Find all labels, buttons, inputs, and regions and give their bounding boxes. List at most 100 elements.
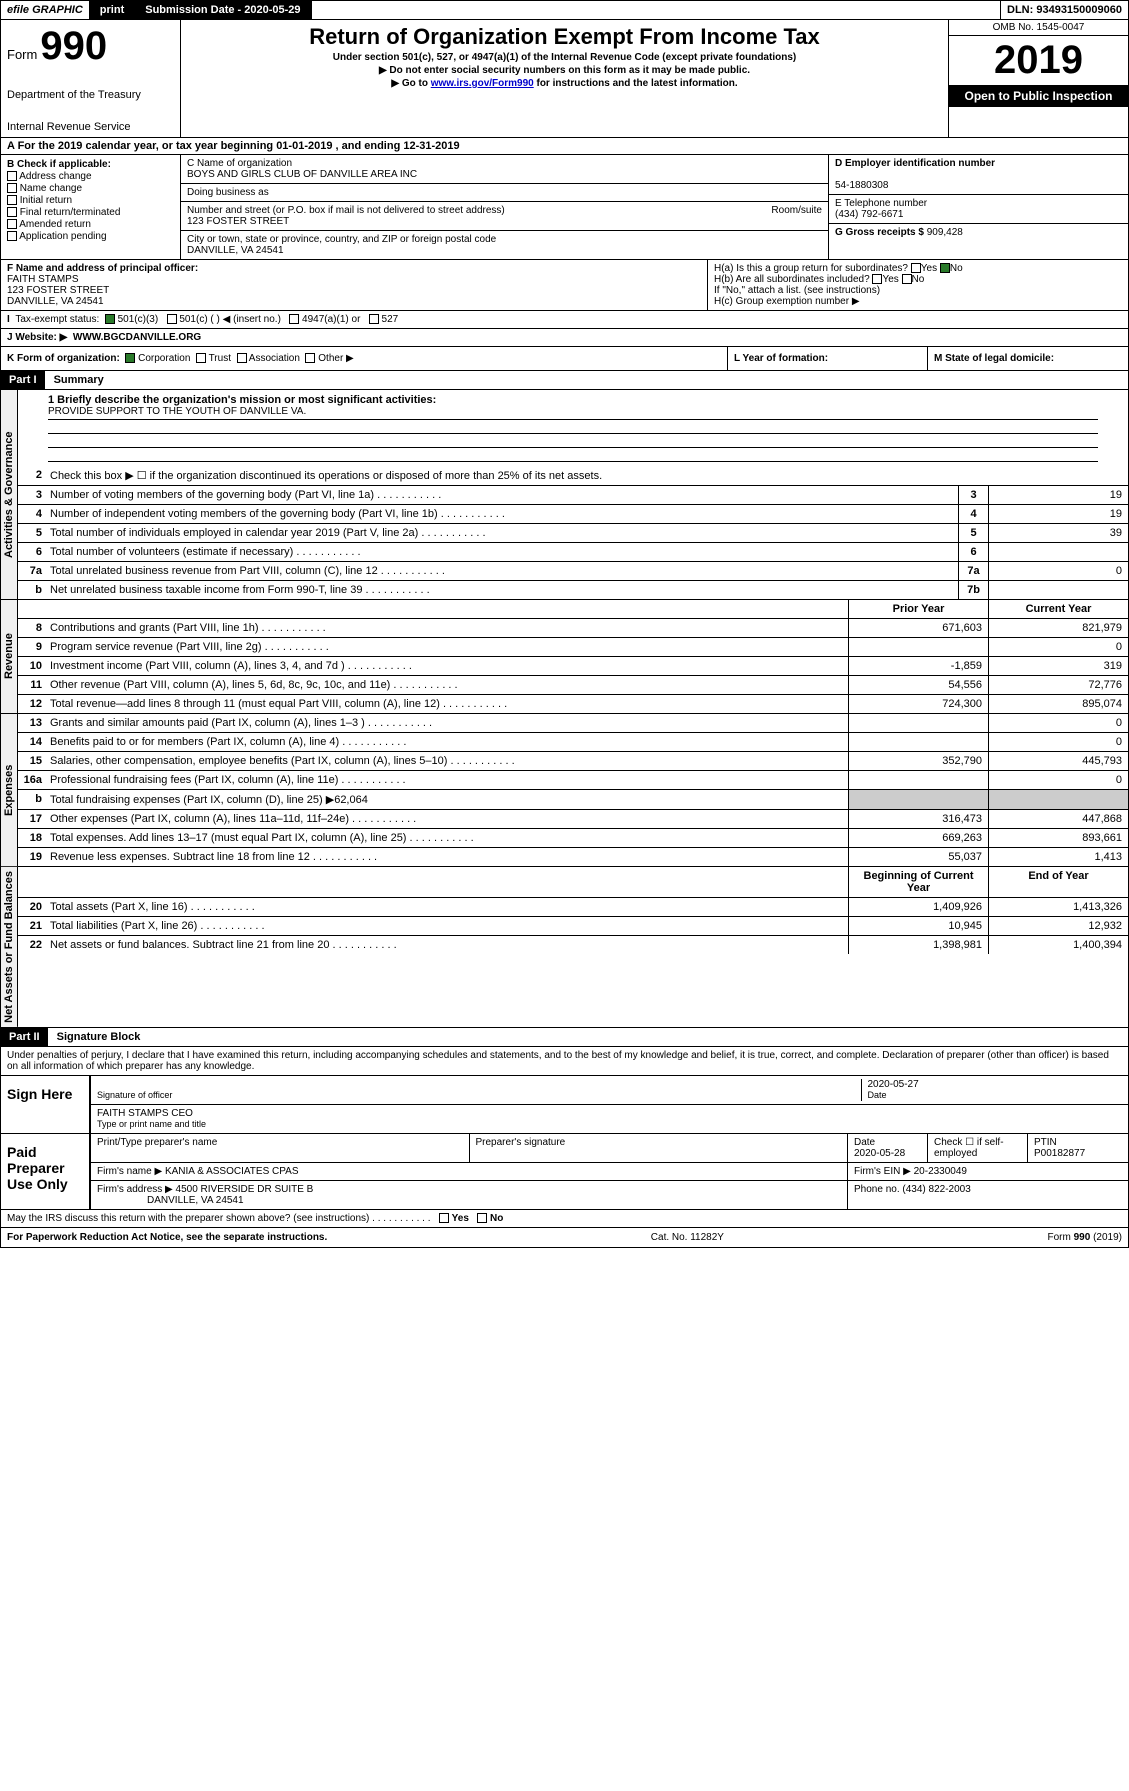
chk-501c3[interactable] — [105, 314, 115, 324]
header-mid: Return of Organization Exempt From Incom… — [181, 20, 948, 137]
line-7a: 7aTotal unrelated business revenue from … — [18, 562, 1128, 581]
summary-exp: 13Grants and similar amounts paid (Part … — [18, 714, 1128, 866]
row-j: J Website: ▶ WWW.BGCDANVILLE.ORG — [0, 329, 1129, 347]
summary-net-block: Net Assets or Fund Balances Beginning of… — [0, 867, 1129, 1028]
print-button[interactable]: print — [90, 1, 135, 19]
b-label: B Check if applicable: — [7, 159, 111, 170]
form-title: Return of Organization Exempt From Incom… — [187, 24, 942, 50]
officer-addr: 123 FOSTER STREET — [7, 285, 109, 296]
telephone: (434) 792-6671 — [835, 209, 903, 220]
chk-amended[interactable]: Amended return — [7, 219, 174, 230]
chk-discuss-yes[interactable] — [439, 1213, 449, 1223]
perjury-text: Under penalties of perjury, I declare th… — [1, 1047, 1128, 1075]
chk-discuss-no[interactable] — [477, 1213, 487, 1223]
dln: DLN: 93493150009060 — [1000, 1, 1128, 19]
line-6: 6Total number of volunteers (estimate if… — [18, 543, 1128, 562]
form-number: 990 — [40, 24, 107, 68]
col-l: L Year of formation: — [728, 347, 928, 370]
footer-mid: Cat. No. 11282Y — [651, 1232, 724, 1243]
summary-rev-block: Revenue Prior Year Current Year 8Contrib… — [0, 600, 1129, 714]
sign-here-label: Sign Here — [1, 1076, 91, 1133]
summary-rev: Prior Year Current Year 8Contributions a… — [18, 600, 1128, 713]
footer: For Paperwork Reduction Act Notice, see … — [0, 1228, 1129, 1248]
line-14: 14Benefits paid to or for members (Part … — [18, 733, 1128, 752]
line-19: 19Revenue less expenses. Subtract line 1… — [18, 848, 1128, 866]
line-12: 12Total revenue—add lines 8 through 11 (… — [18, 695, 1128, 713]
omb-number: OMB No. 1545-0047 — [949, 20, 1128, 36]
chk-assoc[interactable] — [237, 353, 247, 363]
vlabel-ag: Activities & Governance — [1, 390, 18, 599]
chk-trust[interactable] — [196, 353, 206, 363]
line-22: 22Net assets or fund balances. Subtract … — [18, 936, 1128, 954]
ptin: P00182877 — [1034, 1148, 1085, 1159]
line-3: 3Number of voting members of the governi… — [18, 486, 1128, 505]
chk-corp[interactable] — [125, 353, 135, 363]
website: WWW.BGCDANVILLE.ORG — [73, 332, 201, 343]
org-name: BOYS AND GIRLS CLUB OF DANVILLE AREA INC — [187, 169, 822, 180]
form-header: Form 990 Department of the Treasury Inte… — [0, 20, 1129, 138]
officer-sig-name: FAITH STAMPS CEO — [97, 1108, 193, 1119]
chk-527[interactable] — [369, 314, 379, 324]
line-21: 21Total liabilities (Part X, line 26)10,… — [18, 917, 1128, 936]
chk-501c[interactable] — [167, 314, 177, 324]
line-b: bNet unrelated business taxable income f… — [18, 581, 1128, 599]
col-k: K Form of organization: Corporation Trus… — [1, 347, 728, 370]
row-fh: F Name and address of principal officer:… — [0, 260, 1129, 311]
org-addr: 123 FOSTER STREET — [187, 216, 822, 227]
block-bcd: B Check if applicable: Address change Na… — [0, 155, 1129, 260]
line-b: bTotal fundraising expenses (Part IX, co… — [18, 790, 1128, 810]
org-city: DANVILLE, VA 24541 — [187, 245, 822, 256]
footer-left: For Paperwork Reduction Act Notice, see … — [7, 1232, 327, 1243]
chk-pending[interactable]: Application pending — [7, 231, 174, 242]
paid-preparer-label: Paid Preparer Use Only — [1, 1134, 91, 1209]
chk-initial-return[interactable]: Initial return — [7, 195, 174, 206]
efile-label: efile GRAPHIC — [1, 1, 90, 19]
vlabel-rev: Revenue — [1, 600, 18, 713]
dept-irs: Internal Revenue Service — [7, 121, 174, 133]
summary-net: Beginning of Current Year End of Year 20… — [18, 867, 1128, 1027]
gross-row: G Gross receipts $ 909,428 — [829, 224, 1128, 259]
line-5: 5Total number of individuals employed in… — [18, 524, 1128, 543]
chk-other[interactable] — [305, 353, 315, 363]
subtitle-2: ▶ Do not enter social security numbers o… — [187, 65, 942, 76]
officer-name: FAITH STAMPS — [7, 274, 79, 285]
header-right: OMB No. 1545-0047 2019 Open to Public In… — [948, 20, 1128, 137]
col-d: D Employer identification number 54-1880… — [828, 155, 1128, 259]
col-c: C Name of organization BOYS AND GIRLS CL… — [181, 155, 828, 259]
firm-name: KANIA & ASSOCIATES CPAS — [165, 1166, 299, 1177]
city-row: City or town, state or province, country… — [181, 231, 828, 259]
col-b: B Check if applicable: Address change Na… — [1, 155, 181, 259]
line-10: 10Investment income (Part VIII, column (… — [18, 657, 1128, 676]
summary-exp-block: Expenses 13Grants and similar amounts pa… — [0, 714, 1129, 867]
part-ii-header: Part II Signature Block — [0, 1028, 1129, 1047]
line-4: 4Number of independent voting members of… — [18, 505, 1128, 524]
col-h: H(a) Is this a group return for subordin… — [708, 260, 1128, 310]
chk-name-change[interactable]: Name change — [7, 183, 174, 194]
discuss-row: May the IRS discuss this return with the… — [1, 1209, 1128, 1227]
vlabel-net: Net Assets or Fund Balances — [1, 867, 18, 1027]
topbar: efile GRAPHIC print Submission Date - 20… — [0, 0, 1129, 20]
tel-row: E Telephone number (434) 792-6671 — [829, 195, 1128, 224]
summary-ag: 1 Briefly describe the organization's mi… — [18, 390, 1128, 599]
tax-year: 2019 — [949, 36, 1128, 85]
submission-date: Submission Date - 2020-05-29 — [135, 1, 311, 19]
row-klm: K Form of organization: Corporation Trus… — [0, 347, 1129, 371]
net-header: Beginning of Current Year End of Year — [18, 867, 1128, 898]
form-label: Form — [7, 47, 37, 62]
chk-final-return[interactable]: Final return/terminated — [7, 207, 174, 218]
ein-row: D Employer identification number 54-1880… — [829, 155, 1128, 195]
addr-row: Number and street (or P.O. box if mail i… — [181, 202, 828, 231]
line-16a: 16aProfessional fundraising fees (Part I… — [18, 771, 1128, 790]
vlabel-exp: Expenses — [1, 714, 18, 866]
chk-4947[interactable] — [289, 314, 299, 324]
firm-phone: (434) 822-2003 — [902, 1184, 970, 1195]
dba-row: Doing business as — [181, 184, 828, 202]
line-18: 18Total expenses. Add lines 13–17 (must … — [18, 829, 1128, 848]
signature-block: Under penalties of perjury, I declare th… — [0, 1047, 1129, 1228]
mission-block: 1 Briefly describe the organization's mi… — [18, 390, 1128, 466]
summary-body: Activities & Governance 1 Briefly descri… — [0, 390, 1129, 600]
line-2: 2Check this box ▶ ☐ if the organization … — [18, 466, 1128, 486]
instructions-link[interactable]: www.irs.gov/Form990 — [431, 78, 534, 89]
chk-address-change[interactable]: Address change — [7, 171, 174, 182]
gross-receipts: 909,428 — [927, 227, 963, 238]
